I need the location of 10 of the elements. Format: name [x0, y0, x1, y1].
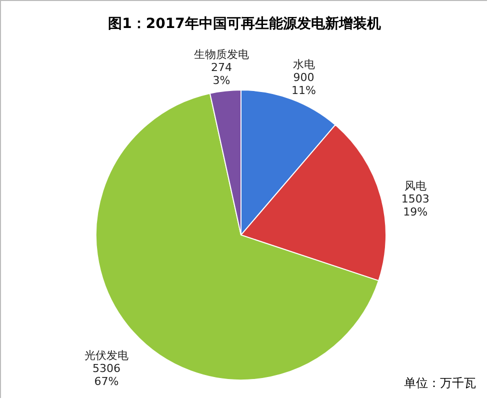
data-label: 5306 67% — [92, 362, 120, 388]
data-label: 274 3% — [211, 61, 232, 88]
slice-label: 生物质发电 — [194, 48, 250, 62]
slice-label: 风电 — [404, 180, 426, 193]
text: 单位：万千瓦 — [404, 376, 476, 390]
data-label: 900 11% — [292, 71, 316, 98]
slice-label: 光伏发电 — [84, 349, 128, 362]
slice-label: 水电 — [292, 58, 315, 72]
data-label: 1503 19% — [401, 192, 430, 219]
chart-title: 图1：2017年中国可再生能源发电新增装机 — [108, 15, 381, 32]
